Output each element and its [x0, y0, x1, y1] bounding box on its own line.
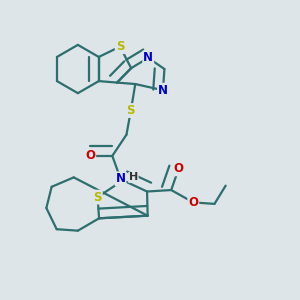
Text: S: S: [127, 104, 135, 117]
Text: O: O: [85, 149, 95, 162]
Text: N: N: [116, 172, 126, 185]
Text: N: N: [158, 84, 168, 97]
Text: O: O: [174, 162, 184, 175]
Text: S: S: [116, 40, 124, 53]
Text: O: O: [188, 196, 198, 209]
Text: S: S: [93, 190, 102, 204]
Text: N: N: [143, 51, 153, 64]
Text: H: H: [129, 172, 138, 182]
